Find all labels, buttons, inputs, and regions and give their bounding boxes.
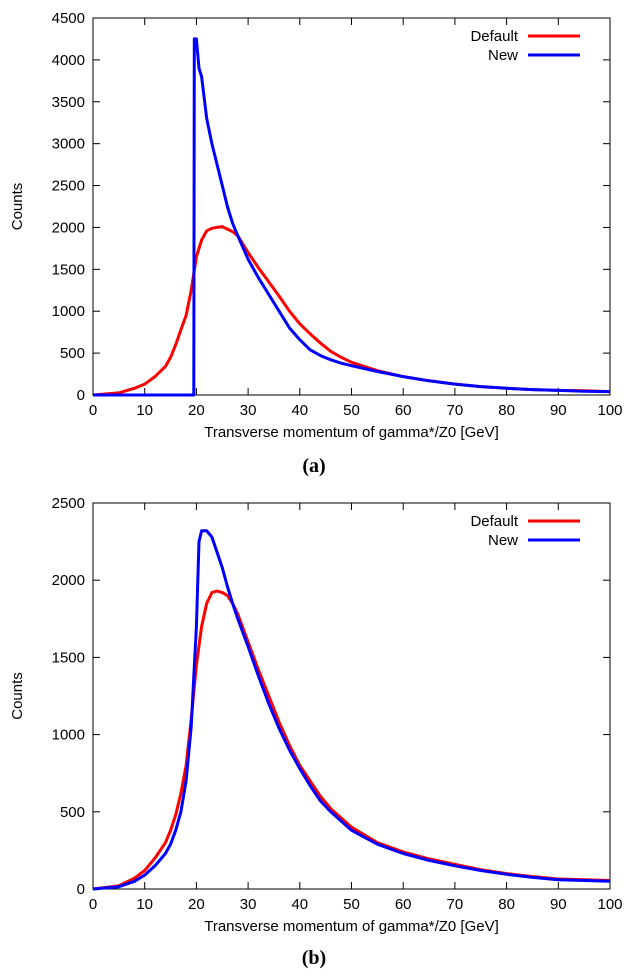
chart-b-y-tick-label: 1000 bbox=[52, 727, 85, 744]
chart-b-y-tick-label: 2000 bbox=[52, 572, 85, 589]
chart-a-y-axis-label: Counts bbox=[9, 183, 26, 231]
chart-b-series-line-new bbox=[92, 529, 611, 891]
chart-a-y-tick-label: 3500 bbox=[52, 94, 85, 111]
chart-a-y-tick-label: 500 bbox=[60, 345, 85, 362]
chart-b-legend-label-new: New bbox=[488, 532, 518, 549]
chart-b-x-tick-label: 70 bbox=[447, 896, 464, 913]
chart-b-x-tick-label: 40 bbox=[291, 896, 308, 913]
chart-b-y-tick-label: 2500 bbox=[52, 495, 85, 512]
chart-a-y-tick-label: 1000 bbox=[52, 303, 85, 320]
chart-a-y-tick-label: 4500 bbox=[52, 10, 85, 27]
chart-panel-b: 0 10 20 30 40 50 60 70 80 90 100 0 500 1000 1500 2000 25… bbox=[0, 489, 628, 978]
chart-b-y-tick-label: 1500 bbox=[52, 649, 85, 666]
chart-a-x-tick-label: 70 bbox=[447, 402, 464, 419]
panel-label-b: (b) bbox=[301, 947, 327, 969]
chart-b-y-tick-label: 500 bbox=[60, 804, 85, 821]
chart-a-x-tick-label: 10 bbox=[136, 402, 153, 419]
chart-a-x-tick-label: 30 bbox=[240, 402, 257, 419]
chart-a-x-tick-label: 80 bbox=[498, 402, 515, 419]
chart-a-x-tick-label: 0 bbox=[89, 402, 97, 419]
chart-b-svg: 0 10 20 30 40 50 60 70 80 90 100050010001500200025… bbox=[9, 495, 623, 935]
chart-a-series-line-default bbox=[92, 225, 611, 397]
chart-b-y-tick-label: 0 bbox=[77, 881, 85, 898]
chart-a-svg: 0 10 20 30 40 50 60 70 80 90 100050010001500200025… bbox=[9, 10, 623, 441]
chart-a-y-tick-label: 0 bbox=[77, 387, 85, 404]
chart-a-legend-label-new: New bbox=[488, 47, 518, 64]
chart-a-y-tick-label: 4000 bbox=[52, 52, 85, 69]
chart-a-x-tick-label: 90 bbox=[550, 402, 567, 419]
chart-b-x-tick-label: 0 bbox=[89, 896, 97, 913]
chart-b-x-tick-label: 60 bbox=[395, 896, 412, 913]
chart-b-x-tick-label: 80 bbox=[498, 896, 515, 913]
chart-b-x-tick-label: 10 bbox=[136, 896, 153, 913]
chart-b-x-tick-label: 100 bbox=[597, 896, 622, 913]
chart-a-y-tick-label: 2500 bbox=[52, 178, 85, 195]
panel-label-a: (a) bbox=[302, 455, 326, 477]
chart-a-y-tick-label: 2000 bbox=[52, 219, 85, 236]
chart-a-x-tick-label: 100 bbox=[597, 402, 622, 419]
chart-a-series-line-new bbox=[93, 37, 611, 397]
chart-a-y-tick-label: 3000 bbox=[52, 136, 85, 153]
chart-a-plot-frame bbox=[92, 17, 611, 396]
chart-b-x-axis-label: Transverse momentum of gamma*/Z0 [GeV] bbox=[204, 918, 499, 935]
chart-b-x-tick-label: 30 bbox=[240, 896, 257, 913]
chart-b-y-axis-label: Counts bbox=[9, 672, 26, 720]
chart-a-x-axis-label: Transverse momentum of gamma*/Z0 [GeV] bbox=[204, 424, 499, 441]
chart-a-x-tick-label: 40 bbox=[291, 402, 308, 419]
chart-b-legend-label-default: Default bbox=[470, 513, 518, 530]
chart-b-x-tick-label: 20 bbox=[188, 896, 205, 913]
chart-a-x-tick-label: 50 bbox=[343, 402, 360, 419]
chart-panel-a: 0 10 20 30 40 50 60 70 80 90 100 0 500 1000 1500 2000 25… bbox=[9, 10, 623, 477]
chart-b-x-tick-label: 50 bbox=[343, 896, 360, 913]
chart-b-x-tick-label: 90 bbox=[550, 896, 567, 913]
chart-a-x-tick-label: 20 bbox=[188, 402, 205, 419]
chart-a-x-tick-label: 60 bbox=[395, 402, 412, 419]
chart-a-y-tick-label: 1500 bbox=[52, 261, 85, 278]
chart-a-legend-label-default: Default bbox=[470, 28, 518, 45]
